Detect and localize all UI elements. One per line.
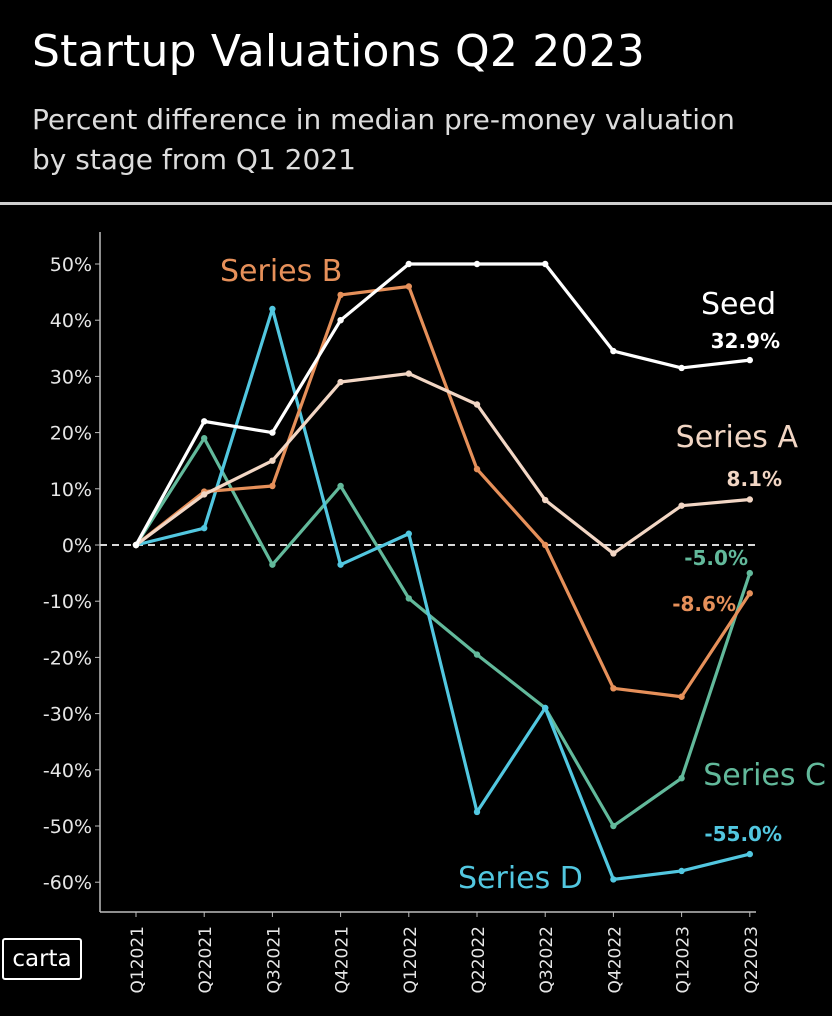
series-b-point <box>678 693 685 700</box>
series-b-point <box>269 482 276 490</box>
series-b-line <box>134 284 752 699</box>
carta-logo: carta <box>2 938 82 980</box>
seed-point <box>405 260 412 268</box>
series-c-point <box>678 775 685 782</box>
series-d-point <box>678 867 685 875</box>
y-tick-label: -10% <box>43 591 92 613</box>
x-tick-label: Q22021 <box>196 926 216 993</box>
header-divider <box>0 202 832 205</box>
series-b-point <box>746 590 753 597</box>
y-tick-label: -20% <box>43 647 92 669</box>
series-a-point <box>473 401 481 408</box>
series-c-point <box>269 561 276 568</box>
seed-point <box>542 260 549 268</box>
seed-point <box>610 347 617 355</box>
y-tick-label: 50% <box>50 254 92 276</box>
series-a-point <box>542 496 549 504</box>
series-b-point <box>337 291 344 299</box>
series-d-point <box>610 876 617 883</box>
series-b-point <box>473 465 481 473</box>
x-tick-label: Q12021 <box>128 926 148 993</box>
series-b-end-value-label: -8.6% <box>672 592 736 616</box>
seed-point <box>473 260 481 268</box>
seed-point <box>337 317 344 324</box>
logo-text: carta <box>12 946 72 972</box>
x-tick-label: Q42021 <box>333 926 353 993</box>
x-tick-label: Q32021 <box>264 926 284 993</box>
x-tick-label: Q42022 <box>605 926 625 993</box>
seed-point <box>132 541 140 549</box>
series-c-name-label: Series C <box>703 758 826 793</box>
y-tick-label: 40% <box>50 310 92 332</box>
series-d-point <box>746 850 753 858</box>
y-tick-label: 20% <box>50 423 92 445</box>
series-b-point <box>542 541 549 549</box>
series-c-point <box>473 651 481 658</box>
series-b-point <box>610 685 617 692</box>
seed-point <box>269 429 276 436</box>
x-tick-label: Q32022 <box>537 926 557 993</box>
series-d-point <box>337 561 344 568</box>
series-a-point <box>746 496 753 503</box>
series-a-point <box>678 502 685 509</box>
series-d-line <box>134 307 752 881</box>
x-tick-label: Q22023 <box>742 926 762 993</box>
series-c-point <box>610 822 617 830</box>
series-b-point <box>405 283 412 290</box>
seed-point <box>678 364 685 372</box>
series-d-point <box>201 524 208 532</box>
y-tick-label: -50% <box>43 816 92 838</box>
y-tick-label: -40% <box>43 760 92 782</box>
series-c-point <box>405 595 412 602</box>
series-a-end-value-label: 8.1% <box>727 467 782 491</box>
series-c-point <box>201 435 208 442</box>
series-c-point <box>337 482 344 490</box>
seed-end-value-label: 32.9% <box>711 329 780 353</box>
series-a-point <box>201 491 208 498</box>
series-a-point <box>269 457 276 464</box>
seed-line <box>134 262 752 547</box>
x-tick-label: Q12022 <box>401 926 421 993</box>
series-c-end-value-label: -5.0% <box>684 546 748 570</box>
x-tick-label: Q12023 <box>674 926 694 993</box>
series-a-point <box>337 378 344 386</box>
series-a-line <box>134 371 752 556</box>
series-d-point <box>542 704 549 712</box>
chart-subtitle: Percent difference in median pre-money v… <box>32 103 735 176</box>
series-d-point <box>405 530 412 537</box>
series-a-name-label: Series A <box>676 420 799 455</box>
series-c-point <box>746 569 753 577</box>
x-tick-label: Q22022 <box>469 926 489 993</box>
y-tick-label: -60% <box>43 872 92 894</box>
series-d-point <box>473 808 481 816</box>
series-a-point <box>405 370 412 377</box>
seed-point <box>201 418 208 425</box>
series-a-point <box>610 550 617 557</box>
y-tick-label: 30% <box>50 366 92 388</box>
y-tick-label: -30% <box>43 704 92 726</box>
series-d-end-value-label: -55.0% <box>704 822 782 846</box>
y-tick-label: 0% <box>62 535 92 557</box>
series-d-point <box>269 305 276 313</box>
series-d-name-label: Series D <box>458 861 583 896</box>
seed-point <box>746 356 753 364</box>
seed-name-label: Seed <box>701 287 776 322</box>
y-tick-label: 10% <box>50 479 92 501</box>
series-c-line <box>134 436 752 828</box>
chart-title: Startup Valuations Q2 2023 <box>32 26 645 77</box>
series-b-name-label: Series B <box>220 254 342 289</box>
